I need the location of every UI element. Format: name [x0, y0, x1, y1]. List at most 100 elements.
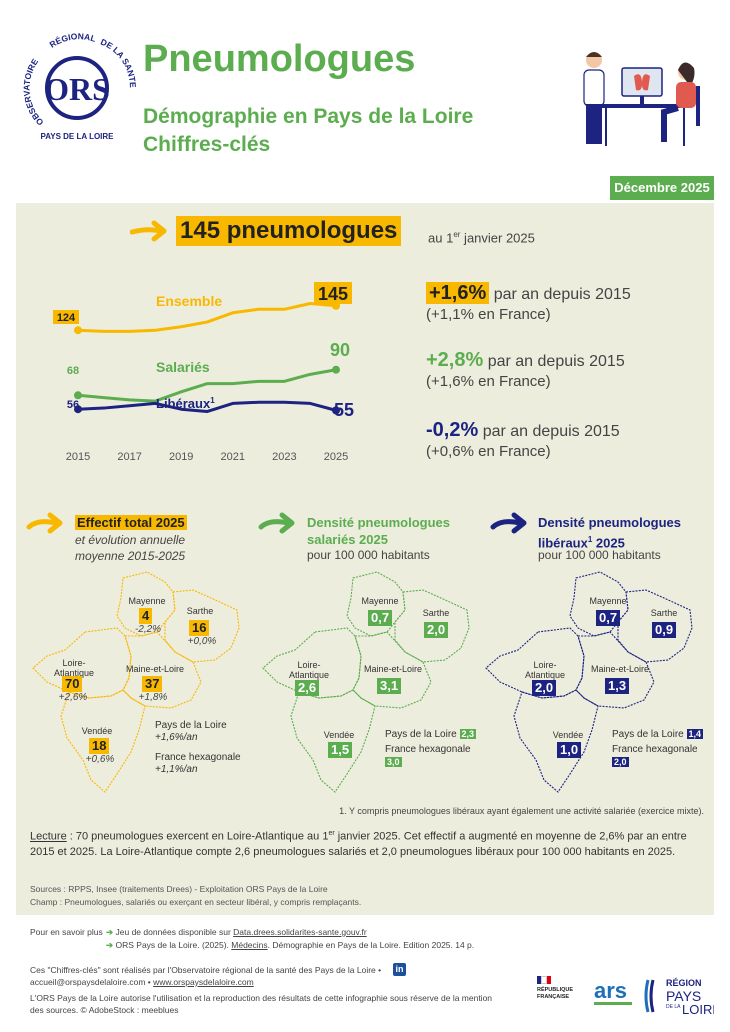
section-liberaux-subtitle: pour 100 000 habitants: [538, 548, 661, 562]
logo-arc-top: RÉGIONAL: [48, 31, 98, 50]
link-drees[interactable]: Data.drees.solidarites-sante.gouv.fr: [233, 927, 367, 937]
svg-text:RÉGIONAL: RÉGIONAL: [48, 31, 98, 50]
more-info-link-data: ➔ Jeu de données disponible sur Data.dre…: [106, 927, 367, 937]
link-medecins[interactable]: Médecins: [231, 940, 268, 950]
legend-pdl: Pays de la Loire 1,4: [612, 729, 704, 740]
dept-label-sarthe: Sarthe: [422, 608, 450, 618]
dept-evo-sarthe: +0,0%: [187, 636, 217, 647]
dept-value-mayenne: 0,7: [596, 610, 621, 626]
stat-liberaux: -0,2% par an depuis 2015 (+0,6% en Franc…: [426, 419, 620, 460]
sources: Sources : RPPS, Insee (traitements Drees…: [30, 884, 362, 907]
dept-value-loire-atlantique: 2,6: [295, 680, 320, 696]
stat-liberaux-france: (+0,6% en France): [426, 443, 551, 460]
map-densite-salaries: Mayenne 0,7 Sarthe 2,0 Loire- Atlantique …: [255, 570, 485, 805]
svg-text:OBSERVATOIRE: OBSERVATOIRE: [21, 56, 45, 127]
series-point-1-10: [332, 365, 340, 374]
svg-text:DE LA: DE LA: [666, 1004, 681, 1010]
section-salaries-title: Densité pneumologues salariés 2025: [307, 515, 451, 547]
logo-bottom-text: PAYS DE LA LOIRE: [40, 132, 114, 141]
dept-label-maine-et-loire: Maine-et-Loire: [590, 664, 650, 674]
series-label-ensemble: Ensemble: [156, 293, 222, 309]
ars-logo: ars: [594, 978, 632, 1005]
dept-label-loire-atlantique: Loire- Atlantique: [524, 660, 566, 680]
dept-value-sarthe: 0,9: [652, 622, 677, 638]
dept-label-sarthe: Sarthe: [650, 608, 678, 618]
subtitle-line-1: Démographie en Pays de la Loire: [143, 105, 474, 128]
stat-salaries: +2,8% par an depuis 2015 (+1,6% en Franc…: [426, 349, 625, 390]
page-subtitle: Démographie en Pays de la Loire Chiffres…: [143, 103, 473, 159]
dept-value-mayenne: 0,7: [368, 610, 393, 626]
region-pays-de-la-loire-logo: RÉGION PAYS DE LA LOIRE: [644, 978, 714, 1016]
x-tick-label: 2021: [221, 451, 245, 463]
section-salaries-subtitle: pour 100 000 habitants: [307, 548, 430, 562]
x-tick-label: 2023: [272, 451, 296, 463]
linkedin-icon[interactable]: in: [393, 963, 406, 976]
stat-liberaux-value: -0,2%: [426, 419, 479, 441]
map-outline: [32, 571, 240, 793]
legend-france: France hexagonale 2,0: [612, 744, 698, 767]
arrow-right-icon: [490, 512, 527, 534]
dept-value-loire-atlantique: 70: [62, 676, 83, 692]
dept-value-sarthe: 2,0: [424, 622, 449, 638]
legend-pdl: Pays de la Loire 2,3: [385, 729, 477, 740]
end-value-salaries: 90: [330, 340, 350, 360]
section-effectif-title: Effectif total 2025: [75, 515, 187, 530]
footnote: 1. Y compris pneumologues libéraux ayant…: [339, 806, 704, 816]
credits: Ces "Chiffres-clés" sont réalisés par l'…: [30, 965, 382, 987]
dept-label-vendee: Vendée: [323, 730, 355, 740]
ors-logo: OBSERVATOIRE RÉGIONAL DE LA SANTÉ ORS PA…: [21, 31, 136, 141]
dept-label-vendee: Vendée: [552, 730, 584, 740]
series-label-liberaux: Libéraux1: [156, 396, 215, 411]
map-outline: [485, 571, 693, 793]
stat-salaries-value: +2,8%: [426, 349, 484, 371]
headline-count: 145 pneumologues: [176, 216, 402, 246]
subtitle-line-2: Chiffres-clés: [143, 133, 271, 156]
arrow-right-icon: [26, 512, 63, 534]
logo-arc-left: OBSERVATOIRE: [21, 56, 45, 127]
start-value-ensemble: 124: [57, 312, 76, 324]
dept-label-maine-et-loire: Maine-et-Loire: [363, 664, 423, 674]
more-info-label: Pour en savoir plus: [30, 927, 103, 937]
end-value-liberaux: 55: [334, 400, 354, 420]
dept-evo-vendee: +0,6%: [85, 754, 115, 765]
dept-value-vendee: 1,0: [557, 742, 582, 758]
dept-value-vendee: 18: [89, 738, 110, 754]
more-info-link-report: ➔ ORS Pays de la Loire. (2025). Médecins…: [106, 940, 475, 950]
series-point-2-10: [332, 406, 340, 415]
link-website[interactable]: www.orspaysdelaloire.com: [153, 977, 254, 987]
dept-value-maine-et-loire: 1,3: [605, 678, 630, 694]
map-densite-liberaux: Mayenne 0,7 Sarthe 0,9 Loire- Atlantique …: [478, 570, 708, 805]
svg-text:ars: ars: [594, 978, 627, 1003]
map-effectif: Mayenne 4 -2,2% Sarthe 16 +0,0% Loire- At…: [25, 570, 255, 805]
logo-mark: ORS: [44, 71, 110, 107]
dept-evo-loire-atlantique: +2,6%: [58, 692, 88, 703]
dept-label-loire-atlantique: Loire- Atlantique: [288, 660, 330, 680]
dept-value-mayenne: 4: [139, 608, 153, 624]
usage-notice: L'ORS Pays de la Loire autorise l'utilis…: [30, 993, 493, 1015]
x-tick-label: 2017: [117, 451, 141, 463]
dept-value-maine-et-loire: 37: [142, 676, 163, 692]
dept-evo-mayenne: -2,2%: [134, 624, 162, 635]
page-title: Pneumologues: [143, 38, 416, 80]
x-tick-label: 2015: [66, 451, 90, 463]
dept-evo-maine-et-loire: +1,8%: [138, 692, 168, 703]
arrow-right-icon: ➔: [106, 940, 114, 950]
republique-francaise-logo: RÉPUBLIQUE FRANÇAISE: [537, 976, 587, 1016]
dept-label-vendee: Vendée: [81, 726, 113, 736]
headline-suffix: au 1er janvier 2025: [428, 230, 535, 246]
link-email[interactable]: accueil@orspaysdelaloire.com: [30, 977, 146, 987]
reading-note: Lecture : 70 pneumologues exercent en Lo…: [30, 830, 687, 858]
arrow-right-icon: [130, 220, 167, 242]
start-value-salaries: 68: [67, 365, 79, 377]
svg-text:PAYS: PAYS: [666, 988, 701, 1004]
series-point-2-0: [74, 405, 82, 414]
dept-label-mayenne: Mayenne: [361, 596, 399, 606]
x-tick-label: 2025: [324, 451, 348, 463]
series-line-1: [77, 368, 337, 403]
legend-france: France hexagonale 3,0: [385, 744, 471, 767]
doctor-patient-illustration: [583, 52, 700, 146]
start-value-liberaux: 56: [67, 399, 79, 411]
legend-pdl: Pays de la Loire +1,6%/an: [155, 720, 227, 743]
arrow-right-icon: [258, 512, 295, 534]
dept-value-vendee: 1,5: [328, 742, 353, 758]
